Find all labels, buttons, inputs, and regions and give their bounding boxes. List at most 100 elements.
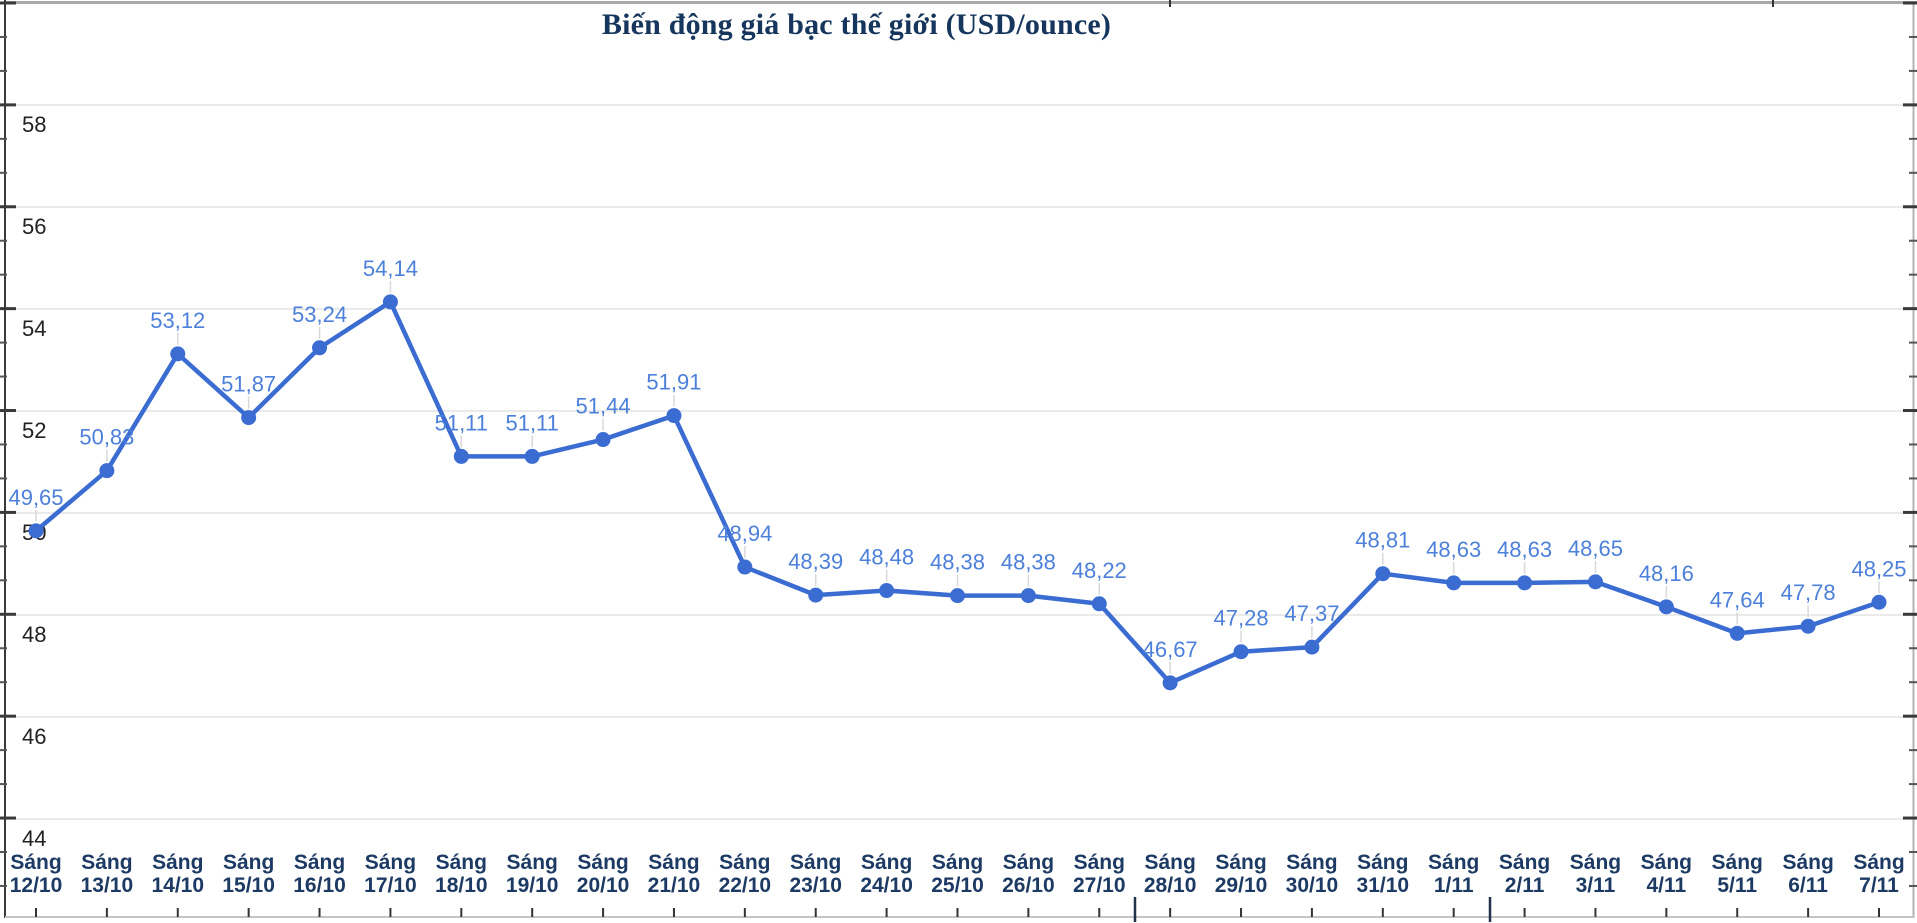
x-axis-label-prefix: Sáng (1286, 851, 1337, 874)
x-axis-label-prefix: Sáng (1570, 851, 1621, 874)
data-point-label: 51,91 (646, 370, 701, 395)
y-tick-label: 56 (22, 214, 46, 239)
y-tick-label: 58 (22, 112, 46, 137)
x-axis-label-date: 3/11 (1576, 874, 1616, 897)
x-axis-label-date: 15/10 (222, 874, 275, 897)
data-point-label: 48,39 (788, 549, 843, 574)
x-axis-label-prefix: Sáng (861, 851, 912, 874)
x-axis-label-date: 5/11 (1717, 874, 1757, 897)
data-point-label: 47,64 (1710, 587, 1765, 612)
x-axis-label-prefix: Sáng (1428, 851, 1479, 874)
data-point (524, 448, 540, 464)
data-point-label: 51,44 (576, 394, 631, 419)
x-axis-label-prefix: Sáng (648, 851, 699, 874)
x-axis-label-prefix: Sáng (294, 851, 345, 874)
y-tick-label: 44 (22, 826, 46, 851)
x-axis-label-date: 1/11 (1434, 874, 1474, 897)
data-point-label: 53,12 (150, 308, 205, 333)
x-axis-label-prefix: Sáng (577, 851, 628, 874)
x-axis-label-prefix: Sáng (1215, 851, 1266, 874)
y-tick-label: 52 (22, 418, 46, 443)
data-point-label: 48,65 (1568, 536, 1623, 561)
data-point (99, 463, 115, 479)
x-axis-label-date: 24/10 (860, 874, 913, 897)
data-point-label: 47,78 (1781, 580, 1836, 605)
data-point (1091, 596, 1107, 612)
x-axis-label-date: 26/10 (1002, 874, 1055, 897)
x-axis-label-prefix: Sáng (790, 851, 841, 874)
x-axis-label-date: 30/10 (1286, 874, 1339, 897)
x-axis-label-prefix: Sáng (1712, 851, 1763, 874)
data-point-label: 48,38 (1001, 550, 1056, 575)
data-point (950, 588, 965, 604)
data-point-label: 53,24 (292, 302, 347, 327)
data-point (382, 294, 398, 310)
x-axis-label-date: 29/10 (1215, 874, 1268, 897)
x-axis-label-date: 20/10 (577, 874, 630, 897)
x-axis-label-date: 14/10 (151, 874, 204, 897)
x-axis-label-date: 12/10 (10, 874, 63, 897)
data-point-label: 48,16 (1639, 561, 1694, 586)
x-axis-label-date: 4/11 (1646, 874, 1686, 897)
price-line (33, 299, 1882, 686)
y-tick-label: 48 (22, 622, 46, 647)
x-axis-label-prefix: Sáng (365, 851, 416, 874)
data-point (1446, 575, 1462, 591)
data-point (241, 410, 257, 426)
data-point-label: 50,83 (79, 425, 134, 450)
x-axis-label-prefix: Sáng (436, 851, 487, 874)
data-point (1020, 588, 1036, 604)
data-point (1729, 625, 1745, 641)
data-point (1233, 644, 1249, 660)
x-axis-label-prefix: Sáng (507, 851, 558, 874)
data-point (1517, 575, 1533, 591)
data-point-label: 48,38 (930, 550, 985, 575)
x-axis-label-date: 6/11 (1788, 874, 1828, 897)
x-axis-label-prefix: Sáng (1499, 851, 1550, 874)
data-point (595, 432, 611, 448)
data-point (1162, 675, 1178, 691)
data-point (453, 448, 469, 464)
data-point-label: 48,63 (1426, 537, 1481, 562)
x-axis-label-prefix: Sáng (719, 851, 770, 874)
data-point-label: 48,48 (859, 545, 914, 570)
x-axis-label-date: 7/11 (1859, 874, 1899, 897)
data-point-label: 51,11 (435, 410, 488, 435)
x-axis-label-date: 17/10 (364, 874, 417, 897)
x-axis-label-prefix: Sáng (81, 851, 132, 874)
x-axis-label-date: 31/10 (1357, 874, 1410, 897)
x-axis-label-prefix: Sáng (1641, 851, 1692, 874)
x-axis-label-date: 23/10 (789, 874, 842, 897)
data-point (1871, 594, 1887, 610)
data-point-label: 48,22 (1072, 558, 1127, 583)
data-point-label: 48,81 (1355, 528, 1410, 553)
x-axis-label-date: 19/10 (506, 874, 559, 897)
data-point-label: 47,37 (1284, 601, 1339, 626)
data-point (1658, 599, 1674, 615)
data-point (28, 523, 44, 539)
data-point-label: 48,63 (1497, 537, 1552, 562)
x-axis-label-date: 22/10 (719, 874, 772, 897)
data-point-label: 49,65 (8, 485, 63, 510)
data-point-label: 54,14 (363, 256, 418, 281)
x-axis-label-date: 28/10 (1144, 874, 1197, 897)
data-point (737, 559, 753, 575)
data-point (1800, 618, 1816, 634)
x-axis-label-prefix: Sáng (1782, 851, 1833, 874)
data-point (808, 587, 824, 603)
x-axis-label-date: 2/11 (1505, 874, 1545, 897)
x-axis-label-prefix: Sáng (932, 851, 983, 874)
y-tick-label: 46 (22, 724, 46, 749)
data-point (312, 340, 328, 356)
x-axis-label-date: 16/10 (293, 874, 346, 897)
data-point (879, 583, 895, 599)
x-axis-label-date: 27/10 (1073, 874, 1126, 897)
x-axis-label-prefix: Sáng (152, 851, 203, 874)
data-point-label: 51,87 (221, 372, 276, 397)
x-axis-label-prefix: Sáng (1144, 851, 1195, 874)
data-point-label: 47,28 (1214, 606, 1269, 631)
x-axis-label-date: 21/10 (648, 874, 701, 897)
data-point (1587, 574, 1603, 590)
data-point (170, 346, 186, 362)
